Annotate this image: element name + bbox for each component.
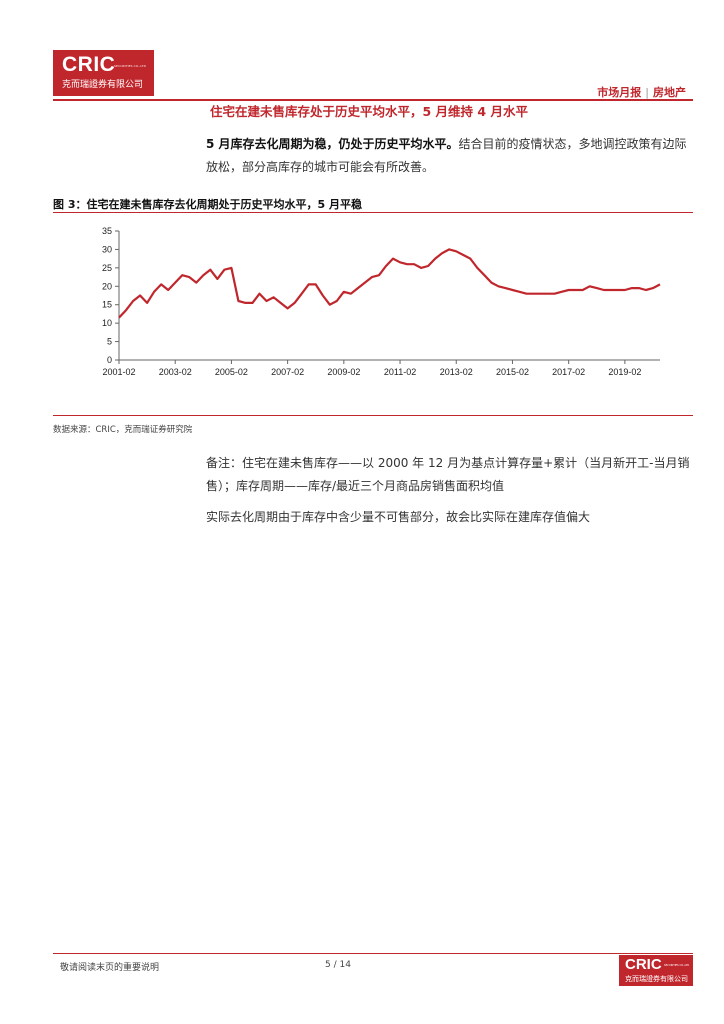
report-type: 市场月报 bbox=[597, 86, 642, 99]
figure-top-rule bbox=[53, 212, 693, 213]
logo-text: CRIC bbox=[62, 53, 116, 76]
y-tick-label: 35 bbox=[102, 226, 112, 236]
y-tick-label: 10 bbox=[102, 318, 112, 328]
x-tick-label: 2005-02 bbox=[215, 367, 248, 377]
note-1: 备注：住宅在建未售库存——以 2000 年 12 月为基点计算存量+累计（当月新… bbox=[206, 456, 690, 493]
footer-rule bbox=[53, 953, 693, 954]
y-tick-label: 25 bbox=[102, 263, 112, 273]
x-tick-label: 2009-02 bbox=[327, 367, 360, 377]
footer-logo-en: SECURITIES CO.,LTD bbox=[664, 964, 690, 967]
logo-top: CRIC SECURITIES CO.,LTD 克而瑞證券有限公司 bbox=[53, 50, 154, 96]
page-number: 5 / 14 bbox=[325, 960, 351, 970]
y-tick-label: 5 bbox=[107, 337, 112, 347]
intro-text: 结合目前的疫情状态，多地调控政策有边际放松，部分高库存的城市可能会有所改善。 bbox=[206, 137, 687, 174]
footer-logo-text: CRIC bbox=[625, 956, 662, 973]
sector-label: 房地产 bbox=[653, 86, 686, 99]
footer-logo-cn: 克而瑞證券有限公司 bbox=[625, 975, 688, 983]
x-tick-label: 2013-02 bbox=[440, 367, 473, 377]
intro-bold: 5 月库存去化周期为稳，仍处于历史平均水平。 bbox=[206, 137, 459, 151]
x-tick-label: 2019-02 bbox=[608, 367, 641, 377]
note-2: 实际去化周期由于库存中含少量不可售部分，故会比实际在建库存值偏大 bbox=[206, 510, 591, 524]
inventory-cycle-chart: 0 5 10 15 20 25 30 35 2001-02 2003-02 2005-02 2007-… bbox=[102, 226, 661, 377]
header-category: 市场月报 | 房地产 bbox=[597, 84, 686, 100]
y-tick-label: 30 bbox=[102, 244, 112, 254]
logo-cn: 克而瑞證券有限公司 bbox=[62, 80, 144, 90]
header-rule bbox=[53, 99, 693, 101]
figure-source: 数据来源：CRIC，克而瑞证券研究院 bbox=[53, 425, 193, 435]
x-tick-label: 2015-02 bbox=[496, 367, 529, 377]
header-separator: | bbox=[645, 86, 649, 99]
y-tick-label: 20 bbox=[102, 281, 112, 291]
x-tick-label: 2011-02 bbox=[384, 367, 416, 377]
y-tick-label: 15 bbox=[102, 300, 112, 310]
intro-paragraph: 5 月库存去化周期为稳，仍处于历史平均水平。结合目前的疫情状态，多地调控政策有边… bbox=[206, 133, 692, 179]
section-title: 住宅在建未售库存处于历史平均水平，5 月维持 4 月水平 bbox=[210, 104, 528, 119]
figure-title: 图 3：住宅在建未售库存去化周期处于历史平均水平，5 月平稳 bbox=[53, 198, 362, 211]
logo-bottom: CRIC SECURITIES CO.,LTD 克而瑞證券有限公司 bbox=[619, 955, 693, 986]
logo-en: SECURITIES CO.,LTD bbox=[114, 64, 146, 68]
footer-disclaimer: 敬请阅读末页的重要说明 bbox=[60, 963, 160, 973]
figure-bottom-rule bbox=[53, 415, 693, 416]
series-line bbox=[118, 248, 661, 319]
x-tick-label: 2003-02 bbox=[159, 367, 192, 377]
x-tick-label: 2001-02 bbox=[102, 367, 135, 377]
chart-axes: 0 5 10 15 20 25 30 35 2001-02 2003-02 2005-02 2007-… bbox=[102, 226, 660, 377]
x-tick-label: 2017-02 bbox=[552, 367, 585, 377]
x-tick-label: 2007-02 bbox=[271, 367, 304, 377]
y-tick-label: 0 bbox=[107, 355, 112, 365]
